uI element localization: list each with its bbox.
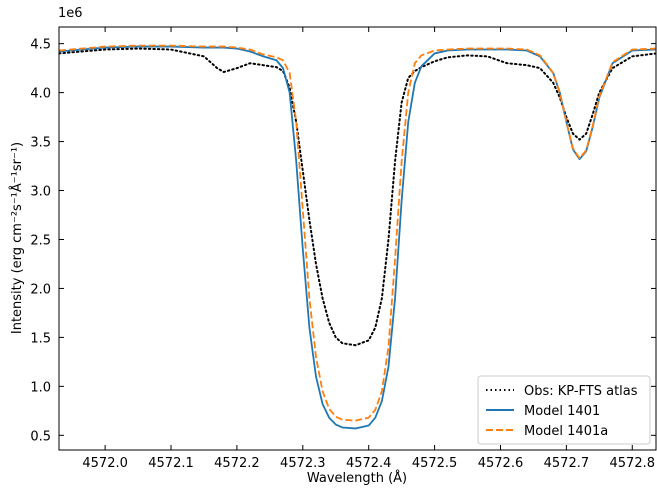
x-tick-label: 4572.3	[280, 456, 326, 471]
legend-label: Model 1401	[524, 404, 600, 419]
legend-label: Obs: KP-FTS atlas	[524, 384, 638, 399]
x-tick-label: 4572.5	[412, 456, 458, 471]
y-tick-label: 2.5	[30, 233, 51, 248]
y-axis-label: Intensity (erg cm⁻²s⁻¹Å⁻¹sr⁻¹)	[9, 142, 25, 334]
y-tick-label: 1.5	[30, 331, 51, 346]
x-tick-label: 4572.6	[478, 456, 524, 471]
legend-label: Model 1401a	[524, 424, 608, 439]
y-tick-label: 1.0	[30, 380, 51, 395]
y-tick-label: 3.0	[30, 185, 51, 200]
y-tick-label: 2.0	[30, 282, 51, 297]
y-tick-label: 0.5	[30, 429, 51, 444]
x-tick-label: 4572.0	[82, 456, 128, 471]
x-tick-label: 4572.4	[346, 456, 392, 471]
x-tick-label: 4572.8	[610, 456, 656, 471]
x-axis-label: Wavelength (Å)	[307, 470, 407, 486]
x-tick-label: 4572.1	[148, 456, 194, 471]
series-line	[59, 45, 656, 430]
y-tick-label: 4.0	[30, 87, 51, 102]
y-tick-label: 3.5	[30, 136, 51, 151]
legend-box	[477, 375, 651, 445]
x-tick-label: 4572.7	[544, 456, 590, 471]
y-tick-label: 4.5	[30, 38, 51, 53]
series-line	[59, 47, 656, 347]
offset-label: 1e6	[58, 6, 83, 21]
plot-frame	[58, 26, 657, 451]
x-tick-label: 4572.2	[214, 456, 260, 471]
series-line	[59, 44, 656, 422]
